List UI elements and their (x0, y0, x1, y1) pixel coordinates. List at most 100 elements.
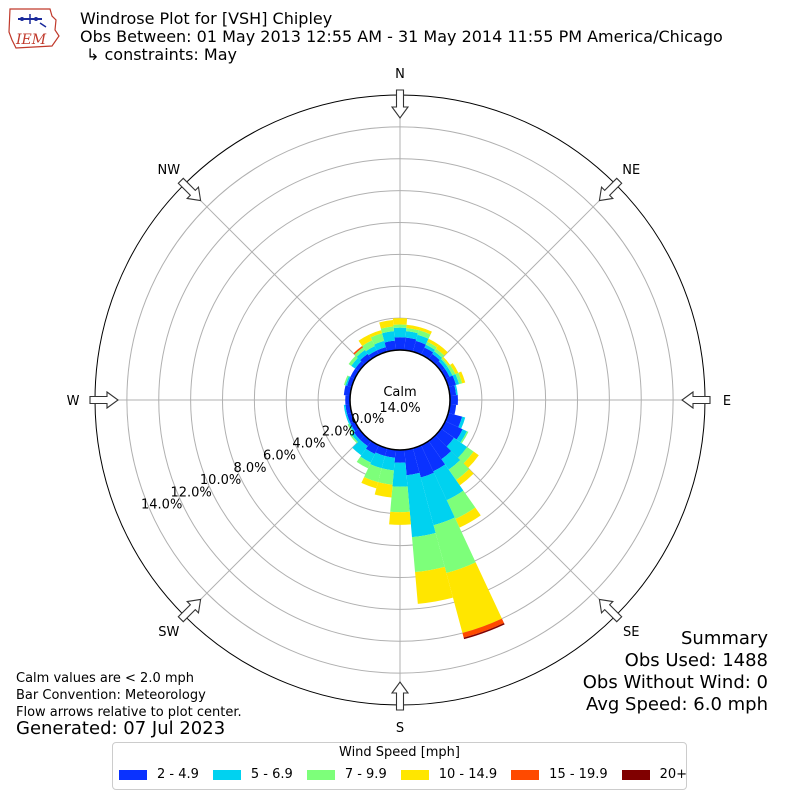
iem-logo: IEM (6, 6, 64, 52)
windrose-bar-segment (355, 361, 365, 372)
windrose-bar-segment (392, 462, 408, 487)
direction-label: SW (158, 625, 179, 640)
windrose-bar-segment (415, 334, 429, 345)
obs-period: Obs Between: 01 May 2013 12:55 AM - 31 M… (80, 27, 723, 46)
windrose-bar-segment (433, 517, 476, 573)
windrose-bar-segment (356, 349, 368, 361)
notes-block: Calm values are < 2.0 mph Bar Convention… (16, 670, 242, 721)
windrose-bar-segment (351, 357, 362, 369)
windrose-bar-segment (392, 318, 408, 325)
legend-item: 15 - 19.9 (511, 767, 608, 782)
flow-arrow-icon (598, 177, 623, 202)
flow-arrow-icon (598, 598, 623, 623)
constraints-text: ↳ constraints: May (86, 45, 237, 64)
legend-item: 20+ (621, 767, 688, 782)
windrose-bar-segment (368, 350, 379, 360)
direction-label: W (67, 394, 80, 409)
windrose-bar-segment (404, 337, 417, 352)
radial-tick-label: 12.0% (170, 485, 211, 500)
windrose-bar-segment (350, 421, 360, 432)
calm-note: Calm values are < 2.0 mph (16, 671, 195, 686)
windrose-bar-segment (435, 428, 455, 447)
radial-tick-label: 8.0% (233, 461, 266, 476)
windrose-bar-segment (369, 330, 383, 338)
legend-swatch (511, 769, 540, 780)
windrose-bar-segment (362, 340, 375, 352)
windrose-bar-segment (433, 464, 464, 501)
windrose-bar-segment (389, 511, 411, 525)
radial-tick-label: 4.0% (292, 437, 325, 452)
windrose-bar-segment (452, 374, 460, 385)
windrose-bar-segment (427, 338, 439, 348)
windrose-bar-segment (379, 320, 394, 329)
avg-speed: Avg Speed: 6.0 mph (586, 694, 768, 715)
radial-tick-label: 10.0% (200, 473, 241, 488)
grid-spoke (183, 435, 365, 617)
windrose-bar-segment (381, 455, 395, 471)
legend-swatch (119, 769, 147, 780)
windrose-bar-segment (463, 622, 505, 640)
windrose-bar-segment (347, 376, 355, 388)
windrose-bar-segment (348, 423, 356, 433)
windrose-bar-segment (356, 456, 371, 469)
windrose-bars (343, 318, 505, 640)
obs-without-wind: Obs Without Wind: 0 (582, 672, 768, 693)
windrose-bar-segment (353, 428, 365, 440)
legend-item: 7 - 9.9 (306, 767, 387, 782)
windrose-bar-segment (455, 372, 463, 385)
windrose-bar-segment (440, 357, 449, 367)
windrose-bar-segment (438, 359, 448, 369)
windrose-bar-segment (405, 331, 418, 340)
svg-text:IEM: IEM (15, 32, 47, 48)
windrose-bar-segment (406, 472, 436, 538)
legend-label: 5 - 6.9 (250, 767, 293, 782)
windrose-bar-segment (455, 507, 481, 528)
windrose-bar-segment (417, 330, 431, 339)
windrose-bar-segment (353, 345, 364, 355)
flow-arrow-icon (390, 89, 410, 119)
windrose-bar-segment (344, 375, 349, 386)
windrose-bar-segment (442, 356, 451, 366)
radial-tick-label: 2.0% (322, 424, 355, 439)
direction-label: NE (622, 163, 640, 178)
windrose-bar-segment (406, 324, 420, 331)
windrose-bar-segment (463, 451, 479, 469)
legend-label: 20+ (659, 767, 688, 782)
summary-block: Summary Obs Used: 1488 Obs Without Wind:… (583, 628, 768, 716)
windrose-bar-segment (435, 344, 448, 356)
windrose-bar-segment (440, 421, 463, 440)
legend-label: 10 - 14.9 (438, 767, 498, 782)
windrose-bar-segment (394, 449, 406, 463)
legend-item: 5 - 6.9 (212, 767, 293, 782)
windrose-bar-segment (454, 384, 458, 396)
legend-label: 7 - 9.9 (344, 767, 387, 782)
windrose-bar-segment (446, 562, 502, 634)
windrose-bar-segment (380, 326, 394, 334)
speed-legend: Wind Speed [mph] 2 - 4.9 5 - 6.9 7 - 9.9 10… (112, 742, 687, 790)
grid-spoke (435, 183, 617, 365)
windrose-bar-segment (445, 412, 463, 428)
calm-label: Calm (383, 385, 416, 400)
windrose-bar-segment (390, 486, 410, 513)
calm-circle (349, 349, 451, 451)
windrose-bar-segment (404, 448, 420, 476)
windrose-bar-segment (432, 351, 443, 361)
windrose-bar-segment (448, 460, 470, 481)
windrose-bar-segment (393, 324, 407, 328)
windrose-bar-segment (421, 440, 446, 472)
direction-label: S (396, 721, 404, 736)
axis-labels: N NE E SE S SW W NW 0.0%2.0%4.0%6.0%8.0%10.0%12.… (67, 67, 732, 736)
windrose-bar-segment (460, 431, 469, 444)
flow-arrow-icon (177, 598, 202, 623)
windrose-bar-segment (360, 353, 372, 365)
direction-label: SE (623, 625, 639, 640)
radial-tick-label: 6.0% (263, 449, 296, 464)
windrose-bar-segment (370, 452, 385, 469)
windrose-bar-segment (458, 371, 466, 384)
windrose-bar-segment (352, 439, 368, 456)
windrose-bar-segment (428, 353, 440, 365)
windrose-bar-segment (384, 340, 396, 352)
windrose-bar-segment (444, 366, 453, 377)
legend-label: 15 - 19.9 (549, 767, 608, 782)
